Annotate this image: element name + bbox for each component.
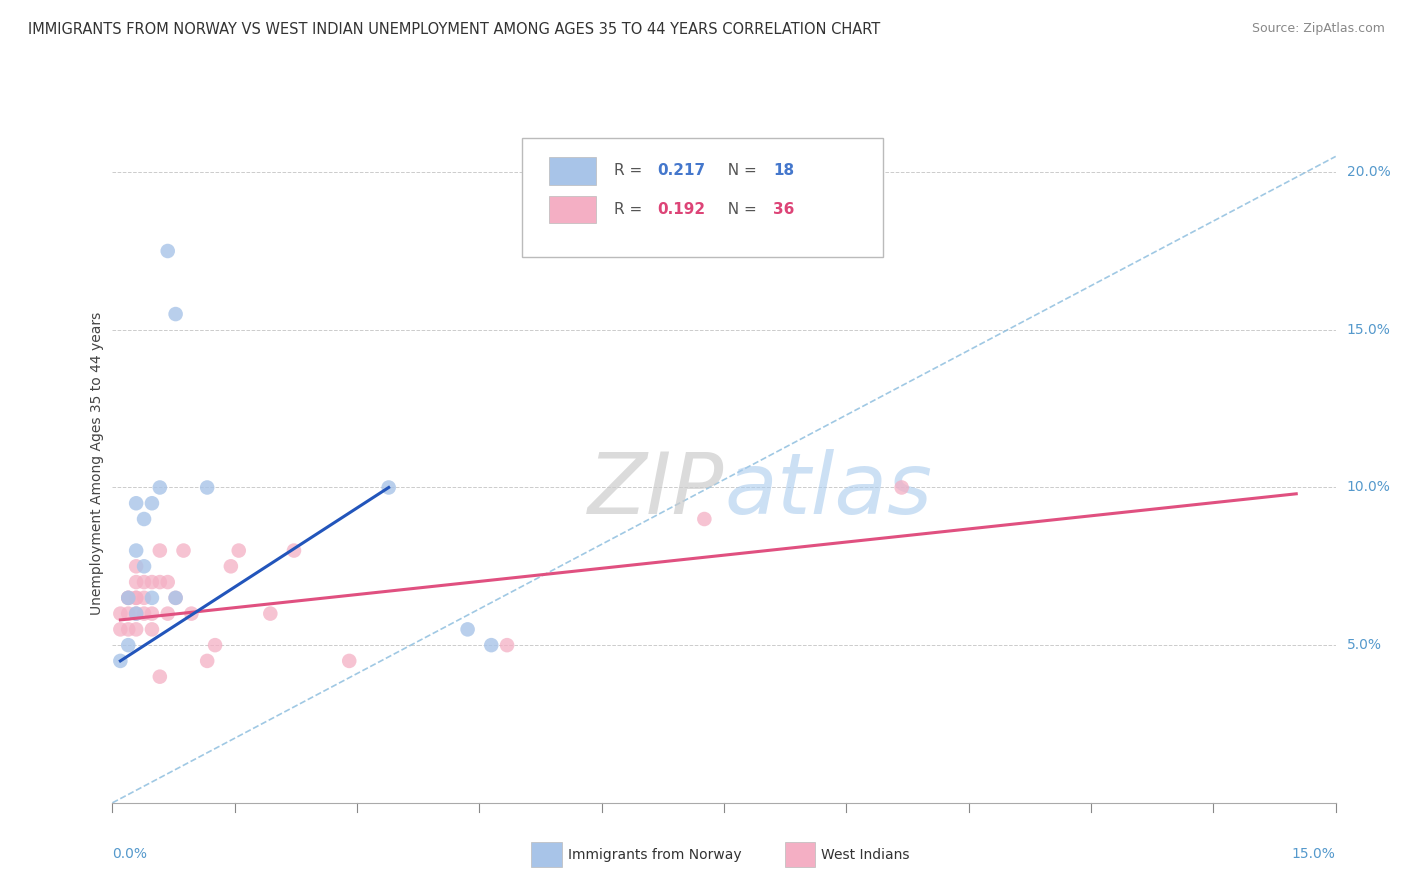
Point [149,575,172,590]
Text: atlas: atlas [724,450,932,533]
Point [125,607,148,621]
Text: ZIP: ZIP [588,450,724,533]
Point [117,591,139,605]
Point [165,591,187,605]
Point [156,575,179,590]
Point [125,575,148,590]
Text: N =: N = [718,163,762,178]
Point [479,638,502,652]
Point [165,307,187,321]
Point [132,591,155,605]
Point [141,496,163,510]
Point [890,481,912,495]
Text: IMMIGRANTS FROM NORWAY VS WEST INDIAN UNEMPLOYMENT AMONG AGES 35 TO 44 YEARS COR: IMMIGRANTS FROM NORWAY VS WEST INDIAN UN… [28,22,880,37]
Point [110,654,132,668]
Point [228,543,250,558]
Point [141,607,163,621]
Text: Source: ZipAtlas.com: Source: ZipAtlas.com [1251,22,1385,36]
Point [496,638,519,652]
Text: 0.217: 0.217 [657,163,704,178]
Text: 36: 36 [773,202,794,217]
Point [117,591,139,605]
Point [117,638,139,652]
Text: 0.0%: 0.0% [112,847,148,861]
Point [110,623,132,637]
Point [125,543,148,558]
Point [377,481,399,495]
Point [204,638,226,652]
Text: 0.192: 0.192 [657,202,704,217]
Point [117,591,139,605]
Text: 10.0%: 10.0% [1347,481,1391,494]
Point [141,575,163,590]
Point [156,244,179,258]
Point [149,670,172,684]
Point [125,607,148,621]
Point [259,607,281,621]
Point [132,559,155,574]
Point [149,481,172,495]
Point [195,481,218,495]
Text: 15.0%: 15.0% [1292,847,1336,861]
Point [125,623,148,637]
Text: Immigrants from Norway: Immigrants from Norway [568,847,741,862]
Point [125,591,148,605]
Point [132,607,155,621]
Text: R =: R = [614,163,647,178]
Point [117,623,139,637]
Point [132,512,155,526]
Point [149,543,172,558]
Text: 5.0%: 5.0% [1347,638,1382,652]
Point [165,591,187,605]
Text: 18: 18 [773,163,794,178]
Y-axis label: Unemployment Among Ages 35 to 44 years: Unemployment Among Ages 35 to 44 years [90,312,104,615]
Text: West Indians: West Indians [821,847,910,862]
Point [132,575,155,590]
Bar [550,157,596,185]
Text: N =: N = [718,202,762,217]
FancyBboxPatch shape [522,138,883,257]
Point [457,623,479,637]
Point [117,607,139,621]
Bar [550,196,596,223]
Text: 20.0%: 20.0% [1347,165,1391,179]
Point [156,607,179,621]
Point [219,559,242,574]
Point [693,512,716,526]
Point [141,591,163,605]
Point [125,559,148,574]
Point [110,607,132,621]
Point [125,591,148,605]
Point [180,607,202,621]
Point [337,654,360,668]
Point [141,623,163,637]
Point [173,543,195,558]
Point [195,654,218,668]
Text: 15.0%: 15.0% [1347,323,1391,337]
Point [125,496,148,510]
Point [283,543,305,558]
Text: R =: R = [614,202,647,217]
